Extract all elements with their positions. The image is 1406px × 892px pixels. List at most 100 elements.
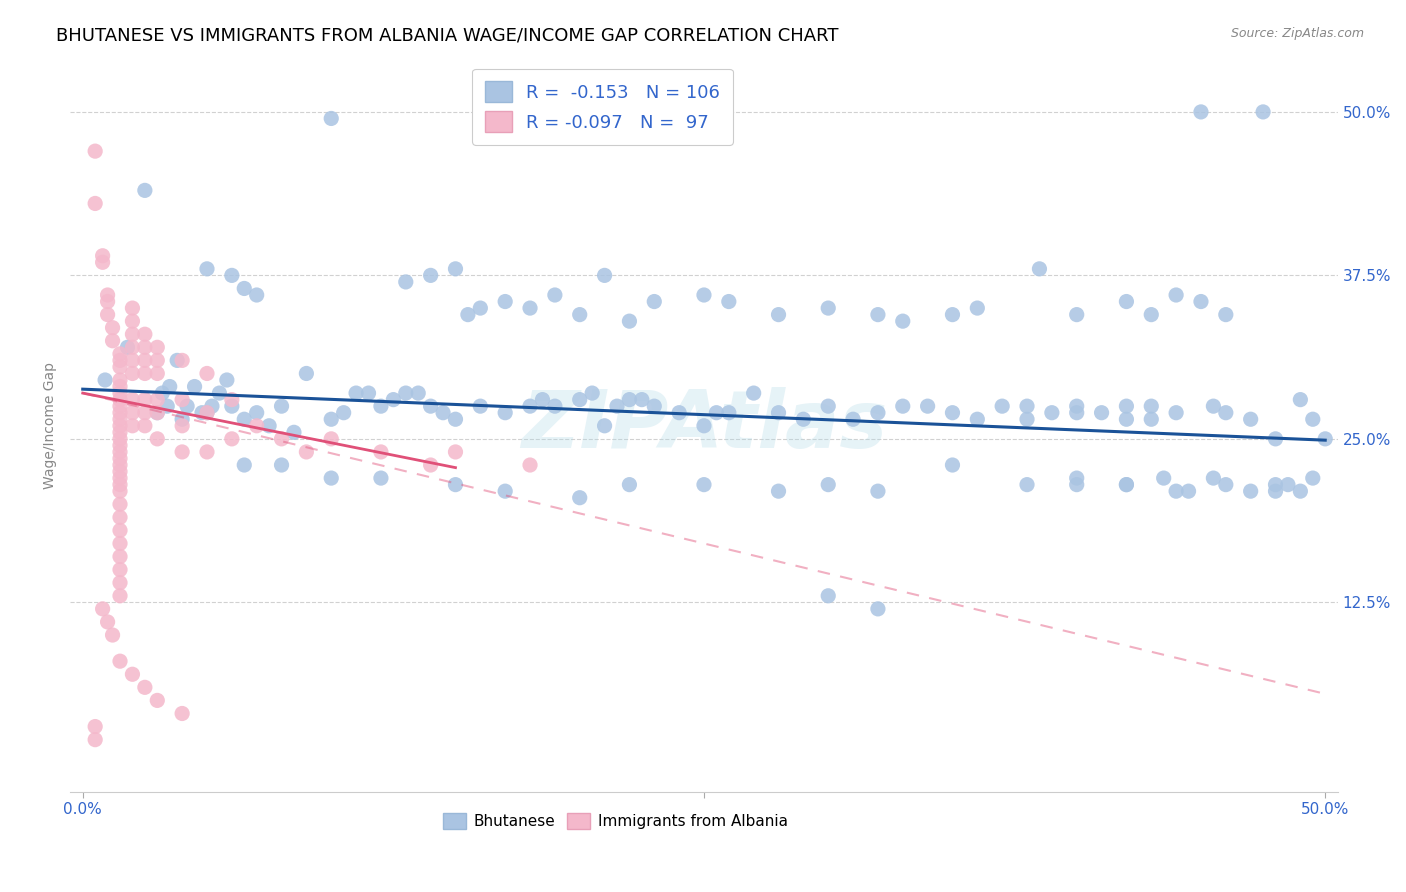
Point bbox=[134, 367, 156, 381]
Point bbox=[121, 418, 143, 433]
Point bbox=[792, 412, 814, 426]
Point bbox=[606, 399, 628, 413]
Point bbox=[395, 386, 418, 401]
Point bbox=[817, 589, 839, 603]
Point bbox=[172, 412, 194, 426]
Point bbox=[1240, 412, 1263, 426]
Point bbox=[159, 379, 181, 393]
Point bbox=[108, 386, 131, 401]
Point bbox=[108, 563, 131, 577]
Point bbox=[1140, 412, 1163, 426]
Point bbox=[172, 392, 194, 407]
Point bbox=[97, 288, 120, 302]
Point bbox=[1177, 484, 1199, 499]
Point bbox=[221, 268, 243, 283]
Point bbox=[146, 353, 169, 368]
Point bbox=[866, 308, 889, 322]
Point bbox=[108, 549, 131, 564]
Point bbox=[108, 524, 131, 538]
Point bbox=[470, 399, 492, 413]
Point bbox=[1115, 399, 1137, 413]
Point bbox=[195, 367, 218, 381]
Point bbox=[172, 418, 194, 433]
Point bbox=[150, 386, 173, 401]
Point bbox=[406, 386, 429, 401]
Point bbox=[1115, 477, 1137, 491]
Point bbox=[208, 386, 231, 401]
Point bbox=[619, 314, 641, 328]
Point bbox=[270, 399, 292, 413]
Point bbox=[1302, 412, 1324, 426]
Point bbox=[1202, 399, 1225, 413]
Point bbox=[1115, 477, 1137, 491]
Point bbox=[97, 308, 120, 322]
Point bbox=[742, 386, 765, 401]
Point bbox=[108, 412, 131, 426]
Point bbox=[201, 399, 224, 413]
Point bbox=[121, 392, 143, 407]
Point bbox=[108, 654, 131, 668]
Point bbox=[1140, 308, 1163, 322]
Point bbox=[519, 301, 541, 315]
Point bbox=[842, 412, 865, 426]
Point bbox=[108, 359, 131, 374]
Point bbox=[444, 261, 467, 276]
Point bbox=[444, 477, 467, 491]
Point bbox=[195, 406, 218, 420]
Point bbox=[1215, 477, 1237, 491]
Point bbox=[1277, 477, 1299, 491]
Point bbox=[108, 445, 131, 459]
Point bbox=[156, 399, 179, 413]
Point bbox=[1164, 406, 1187, 420]
Point bbox=[195, 261, 218, 276]
Point bbox=[494, 406, 516, 420]
Point bbox=[134, 418, 156, 433]
Point bbox=[121, 301, 143, 315]
Point bbox=[221, 392, 243, 407]
Point bbox=[581, 386, 603, 401]
Point bbox=[172, 445, 194, 459]
Point bbox=[1015, 477, 1038, 491]
Point bbox=[108, 418, 131, 433]
Point bbox=[370, 399, 392, 413]
Point bbox=[221, 432, 243, 446]
Point bbox=[108, 406, 131, 420]
Point bbox=[101, 320, 124, 334]
Point bbox=[108, 399, 131, 413]
Point bbox=[444, 412, 467, 426]
Point bbox=[101, 628, 124, 642]
Point bbox=[1215, 406, 1237, 420]
Point bbox=[568, 308, 591, 322]
Point bbox=[891, 399, 914, 413]
Point bbox=[1115, 412, 1137, 426]
Point bbox=[233, 412, 256, 426]
Point bbox=[91, 602, 114, 616]
Point bbox=[108, 347, 131, 361]
Point bbox=[643, 294, 665, 309]
Point bbox=[370, 471, 392, 485]
Point bbox=[121, 406, 143, 420]
Point bbox=[717, 294, 740, 309]
Point bbox=[233, 458, 256, 472]
Point bbox=[91, 255, 114, 269]
Point bbox=[121, 340, 143, 354]
Point bbox=[419, 458, 441, 472]
Point bbox=[108, 432, 131, 446]
Point bbox=[121, 327, 143, 342]
Point bbox=[108, 477, 131, 491]
Point bbox=[717, 406, 740, 420]
Point bbox=[768, 406, 790, 420]
Point bbox=[146, 406, 169, 420]
Point bbox=[134, 353, 156, 368]
Point bbox=[108, 536, 131, 550]
Legend: Bhutanese, Immigrants from Albania: Bhutanese, Immigrants from Albania bbox=[437, 807, 794, 836]
Point bbox=[108, 373, 131, 387]
Point bbox=[519, 399, 541, 413]
Point bbox=[966, 301, 988, 315]
Point bbox=[246, 406, 269, 420]
Point bbox=[84, 196, 107, 211]
Point bbox=[108, 451, 131, 466]
Point bbox=[183, 379, 205, 393]
Point bbox=[1251, 104, 1274, 119]
Point bbox=[134, 183, 156, 197]
